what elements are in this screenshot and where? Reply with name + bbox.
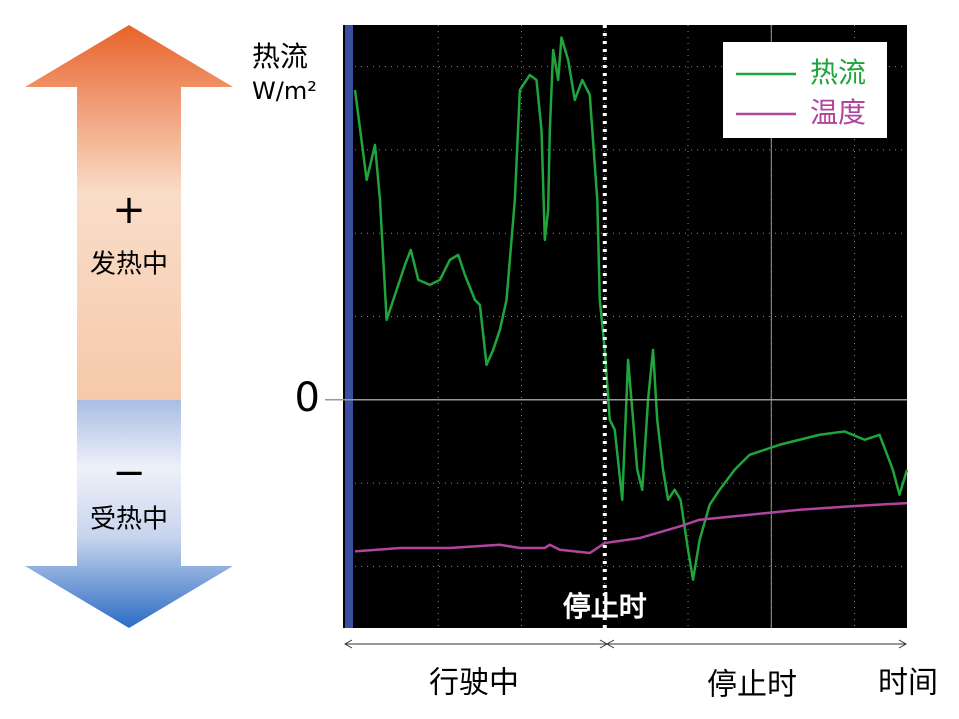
phase-label: 行驶中	[429, 666, 519, 701]
phase-label: 停止时	[707, 668, 797, 703]
side-label: 受热中	[90, 505, 168, 535]
series-line	[353, 36, 909, 581]
x-axis-label: 时间	[878, 666, 938, 701]
plot-edge	[345, 25, 353, 628]
x-axis-arrows	[343, 639, 908, 649]
side-label: 发热中	[90, 250, 168, 280]
side-sign: −	[112, 450, 146, 496]
stop-label: 停止时	[563, 590, 647, 623]
legend-label: 温度	[810, 96, 866, 129]
heat-in-arrow	[25, 400, 233, 628]
legend-box	[723, 42, 887, 138]
y-axis-unit: W/m²	[252, 77, 317, 105]
y-axis-label: 热流	[252, 40, 308, 73]
series-line	[354, 501, 908, 555]
heat-out-arrow	[25, 25, 233, 400]
side-sign: +	[112, 187, 146, 233]
legend-label: 热流	[810, 56, 866, 89]
y-tick-label: 0	[295, 375, 320, 421]
